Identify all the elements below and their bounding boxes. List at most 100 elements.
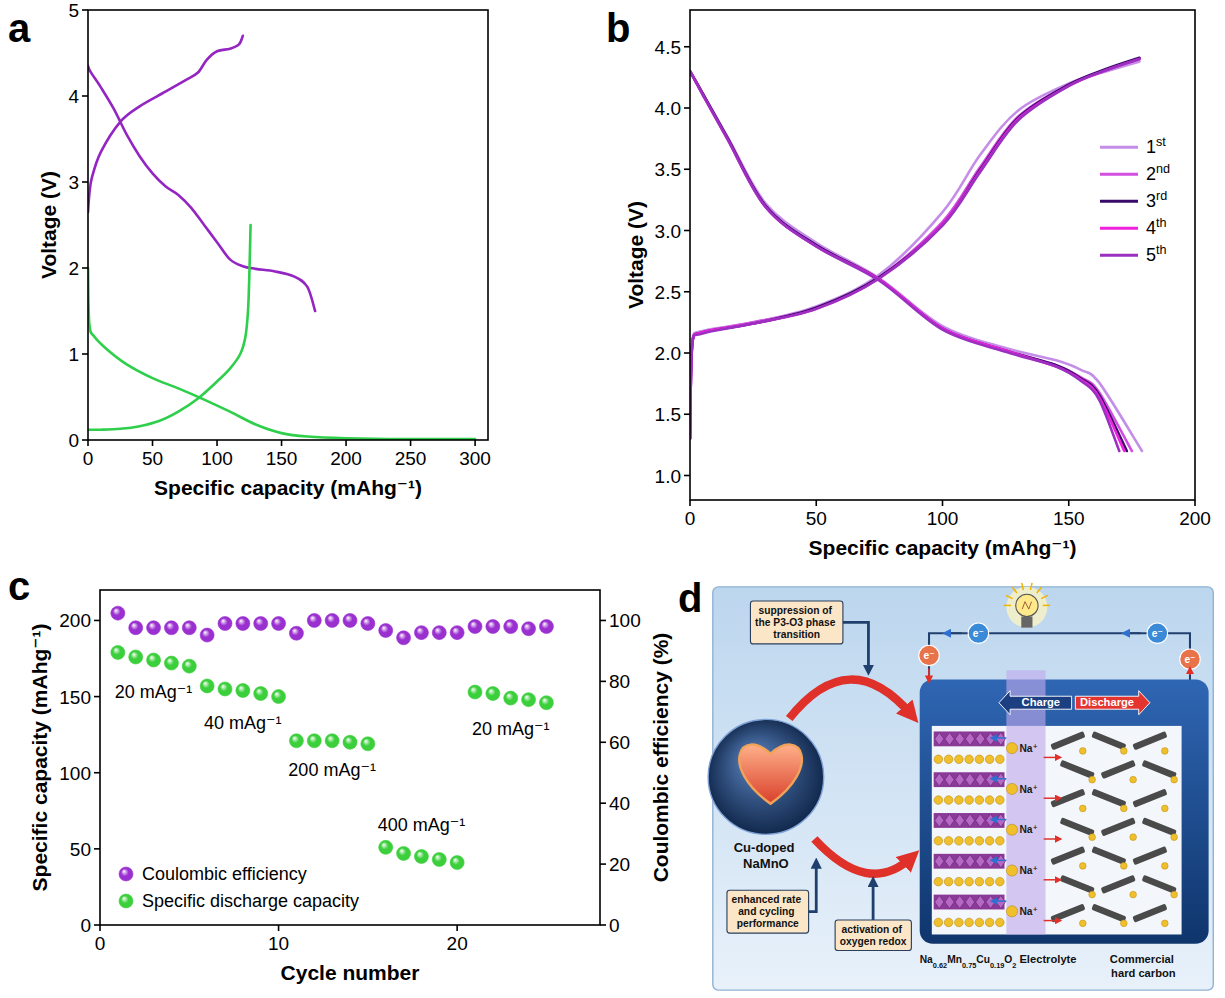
na-site [1079,805,1086,812]
x-tick [815,500,817,506]
x-tick [87,440,89,446]
data-point [468,620,482,634]
data-point [164,656,178,670]
ion-label: Na⁺ [1019,743,1038,754]
plot-frame [100,590,600,925]
note-arrow [872,882,875,920]
legend: 1st2nd3rd4th5th [1100,135,1170,265]
carbon-sheet [1142,875,1177,894]
carbon-sheet [1091,904,1126,923]
octahedron [965,773,974,786]
bulb-glow [1006,587,1047,628]
ion-arrow [993,778,1006,779]
octahedron [955,814,964,827]
x-tick-label: 50 [142,448,163,469]
bulb-ray [1006,595,1013,598]
note-arrow [809,863,817,912]
plot-frame [690,10,1195,500]
data-point [147,621,161,635]
y-tick [684,291,690,293]
legend-label: Coulombic efficiency [142,864,307,884]
na-ion [1006,743,1017,754]
ordinal-suffix: rd [1156,189,1167,203]
ion-arrow [993,737,1006,738]
data-point [236,617,250,631]
data-point [379,840,393,854]
y-tick-label: 4.0 [655,98,681,119]
data-point [397,846,411,860]
bulb-ray [1043,605,1050,606]
na-site [1089,834,1096,841]
na-site [1120,920,1127,927]
note-box [750,601,842,644]
y-tick [82,9,88,11]
y-axis-title: Voltage (V) [624,201,647,309]
data-group [88,36,475,439]
note-box [835,920,911,951]
data-point [129,621,143,635]
x-tick [942,500,944,506]
data-point [111,645,125,659]
ion-arrow [1044,838,1059,839]
data-point [272,617,286,631]
octahedron [945,732,954,745]
y-tick-label: 0 [80,915,91,936]
legend-swatch [1100,254,1138,257]
y-tick-label: 1.0 [655,466,681,487]
na-site [1120,863,1127,870]
legend-label: Specific discharge capacity [142,891,359,911]
ion-arrow [1044,879,1059,880]
na-site [1161,920,1168,927]
data-point [147,653,161,667]
text-line: enhanced rate [732,894,804,905]
na-site [934,877,943,886]
data-line [690,59,1139,451]
ion-arrow [1044,757,1059,758]
na-site [1130,776,1137,783]
data-point [254,687,268,701]
legend-swatch [1100,173,1138,176]
panel-letter: a [8,6,31,50]
data-point [254,617,268,631]
octahedron [955,896,964,909]
na-site [965,877,974,886]
text-line: transition [773,629,820,640]
na-site [1161,805,1168,812]
octahedron [965,814,974,827]
data-point [432,626,446,640]
y-tick [94,848,100,850]
y-axis-title: Specific capacity (mAhg⁻¹) [28,624,51,892]
na-site [1079,748,1086,755]
data-line [690,59,1139,451]
electron-label: e⁻ [923,650,934,661]
cathode-slab [934,731,1005,746]
y2-tick-label: 40 [609,793,630,814]
na-site [965,918,974,927]
panel-letter: c [8,564,30,608]
cathode-slab [934,772,1005,787]
data-line [690,59,1139,451]
octahedron [935,855,944,868]
x-tick-label: 0 [685,508,696,529]
y-tick-label: 2.5 [655,282,681,303]
y-axis-title: Voltage (V) [37,171,60,279]
y2-tick [600,863,606,865]
bulb-ray [1012,587,1017,593]
octahedron [986,855,995,868]
data-point [504,691,518,705]
panel-b: b0501001502001.01.52.02.53.03.54.04.5Spe… [606,6,1211,559]
y-tick-label: 50 [70,839,91,860]
data-point [111,606,125,620]
battery-cell [932,726,1182,935]
na-site [996,918,1005,927]
data-point [522,693,536,707]
carbon-sheet [1101,817,1136,836]
x-tick-label: 200 [330,448,362,469]
octahedron [996,855,1005,868]
na-site [934,837,943,846]
x-tick-label: 0 [83,448,94,469]
element: Cu [976,954,990,965]
discharge-arrow [1075,691,1150,715]
text-line: Commercial [1110,953,1177,965]
na-site [934,755,943,764]
